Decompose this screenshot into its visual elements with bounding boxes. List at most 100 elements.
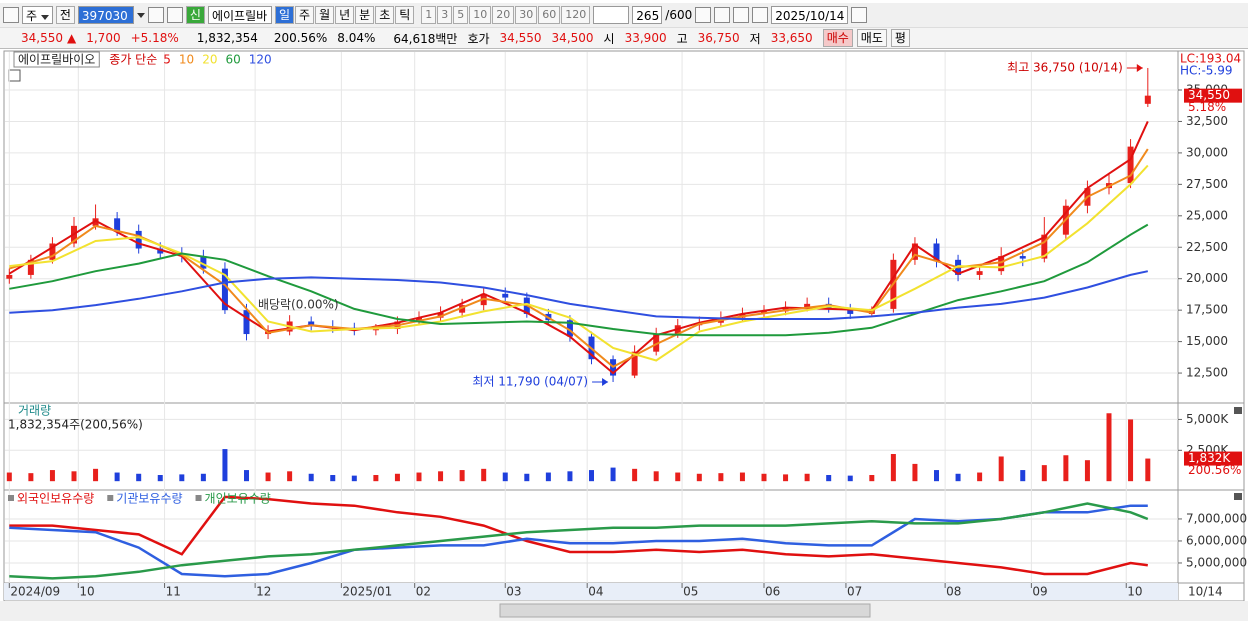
code-dropdown[interactable] bbox=[136, 12, 145, 18]
y-tick-label: 22,500 bbox=[1186, 240, 1228, 254]
low-label: 저 bbox=[749, 31, 761, 46]
chart-frame bbox=[3, 50, 1245, 602]
toolbar-button[interactable]: 월 bbox=[315, 6, 335, 24]
volume-ratio: 200.56% bbox=[273, 31, 328, 45]
count-input[interactable]: 265 bbox=[632, 6, 663, 24]
legend-item: 120 bbox=[249, 53, 272, 67]
toolbar-button[interactable]: 주 bbox=[295, 6, 315, 24]
settings-icon[interactable] bbox=[752, 7, 769, 23]
ask: 34,550 bbox=[499, 31, 542, 45]
hc-label: HC:-5.99 bbox=[1180, 64, 1233, 78]
legend-swatch bbox=[8, 495, 14, 501]
candle-body bbox=[1127, 146, 1134, 184]
ma-line bbox=[9, 148, 1149, 368]
ask-label: 호가 bbox=[467, 31, 490, 46]
volume-bar bbox=[71, 471, 77, 482]
ma-line bbox=[9, 223, 1149, 337]
avg-button[interactable]: 평 bbox=[890, 29, 910, 47]
table-icon[interactable] bbox=[8, 69, 21, 82]
y-tick-label: 7,000,000 bbox=[1186, 511, 1247, 525]
toolbar-button[interactable]: 일 bbox=[274, 6, 295, 24]
volume-bar bbox=[912, 463, 918, 482]
annotation: 배당락(0.00%) bbox=[258, 298, 339, 312]
ma-line bbox=[9, 270, 1149, 320]
menu-icon[interactable] bbox=[3, 7, 19, 23]
close-icon[interactable] bbox=[1234, 407, 1242, 414]
toolbar-button[interactable]: 60 bbox=[538, 6, 561, 24]
quote-bar: 34,550 ▲ 1,700 +5.18% 1,832,354 200.56% … bbox=[0, 27, 1248, 49]
candle-body bbox=[243, 310, 250, 335]
volume-bar bbox=[157, 475, 163, 482]
arrow-head bbox=[602, 377, 609, 386]
x-tick-label: 06 bbox=[765, 585, 780, 599]
close-icon[interactable] bbox=[1234, 493, 1242, 500]
candle-body bbox=[437, 312, 444, 318]
volume-bar bbox=[330, 475, 336, 482]
tool-icon[interactable] bbox=[714, 7, 731, 23]
toolbar-button[interactable]: 1 bbox=[421, 6, 437, 24]
volume-bar bbox=[416, 472, 422, 482]
annotation: 최저 11,790 (04/07) bbox=[472, 374, 588, 388]
save-icon[interactable] bbox=[733, 7, 750, 23]
toolbar-button[interactable]: 20 bbox=[492, 6, 515, 24]
high-label: 고 bbox=[676, 31, 688, 46]
legend-swatch bbox=[107, 495, 114, 501]
y-tick-label: 5,000,000 bbox=[1186, 555, 1247, 569]
prev-button[interactable]: 전 bbox=[55, 6, 75, 24]
scroll-thumb[interactable] bbox=[499, 603, 871, 618]
volume-bar bbox=[589, 470, 594, 482]
stock-name: 에이프릴바이오 bbox=[18, 53, 95, 67]
toolbar-button[interactable]: 초 bbox=[375, 6, 395, 24]
annotation: 최고 36,750 (10/14) bbox=[1007, 60, 1123, 74]
volume-bar bbox=[114, 472, 120, 482]
toolbar-button[interactable]: 틱 bbox=[395, 6, 415, 24]
y-tick-label: 20,000 bbox=[1186, 271, 1228, 285]
legend-item: 20 bbox=[202, 53, 217, 67]
change-pct: +5.18% bbox=[130, 31, 179, 45]
toolbar-button[interactable]: 분 bbox=[355, 6, 375, 24]
candle-body bbox=[221, 268, 228, 311]
toolbar-button[interactable]: 10 bbox=[469, 6, 492, 24]
volume-bar bbox=[265, 472, 271, 482]
x-tick-label: 10 bbox=[79, 585, 94, 599]
toolbar-button[interactable]: 5 bbox=[453, 6, 469, 24]
sell-button[interactable]: 매도 bbox=[856, 29, 887, 47]
sound-icon[interactable] bbox=[166, 7, 183, 23]
y-tick-label: 30,000 bbox=[1186, 145, 1228, 159]
toolbar-button[interactable]: 년 bbox=[335, 6, 355, 24]
blank-select[interactable] bbox=[593, 6, 630, 24]
tool-icon[interactable] bbox=[695, 7, 712, 23]
volume-bar bbox=[783, 474, 789, 482]
volume-bar bbox=[93, 468, 99, 482]
holding-line bbox=[9, 502, 1149, 580]
market-select[interactable]: 주 bbox=[22, 6, 53, 24]
toolbar-button[interactable]: 30 bbox=[515, 6, 538, 24]
volume-bar bbox=[6, 472, 12, 482]
volume-bar bbox=[438, 471, 444, 482]
toolbar-button[interactable]: 3 bbox=[437, 6, 453, 24]
volume-bar bbox=[1084, 460, 1090, 482]
volume-bar bbox=[869, 475, 875, 482]
code-input[interactable]: 397030 bbox=[77, 6, 134, 24]
volume-bar bbox=[977, 472, 983, 482]
toolbar-button[interactable]: 120 bbox=[561, 6, 591, 24]
date-input[interactable]: 2025/10/14 bbox=[771, 6, 849, 24]
calendar-icon[interactable] bbox=[851, 7, 868, 23]
volume-bar bbox=[1063, 455, 1069, 482]
change: 1,700 bbox=[86, 31, 121, 45]
legend-item: 기관보유수량 bbox=[116, 492, 182, 506]
candle-body bbox=[911, 243, 918, 260]
volume-bar bbox=[524, 473, 530, 482]
x-tick-label: 04 bbox=[588, 585, 603, 599]
volume-bar bbox=[739, 472, 745, 482]
candle-body bbox=[92, 218, 99, 226]
name-input[interactable]: 에이프릴바 bbox=[207, 6, 272, 24]
volume-bar bbox=[1145, 458, 1151, 482]
volume-bar bbox=[890, 454, 896, 482]
x-axis-band bbox=[4, 583, 1178, 600]
candle-body bbox=[114, 218, 121, 231]
candle-body bbox=[200, 256, 207, 269]
search-icon[interactable] bbox=[147, 7, 164, 23]
buy-button[interactable]: 매수 bbox=[822, 29, 853, 47]
